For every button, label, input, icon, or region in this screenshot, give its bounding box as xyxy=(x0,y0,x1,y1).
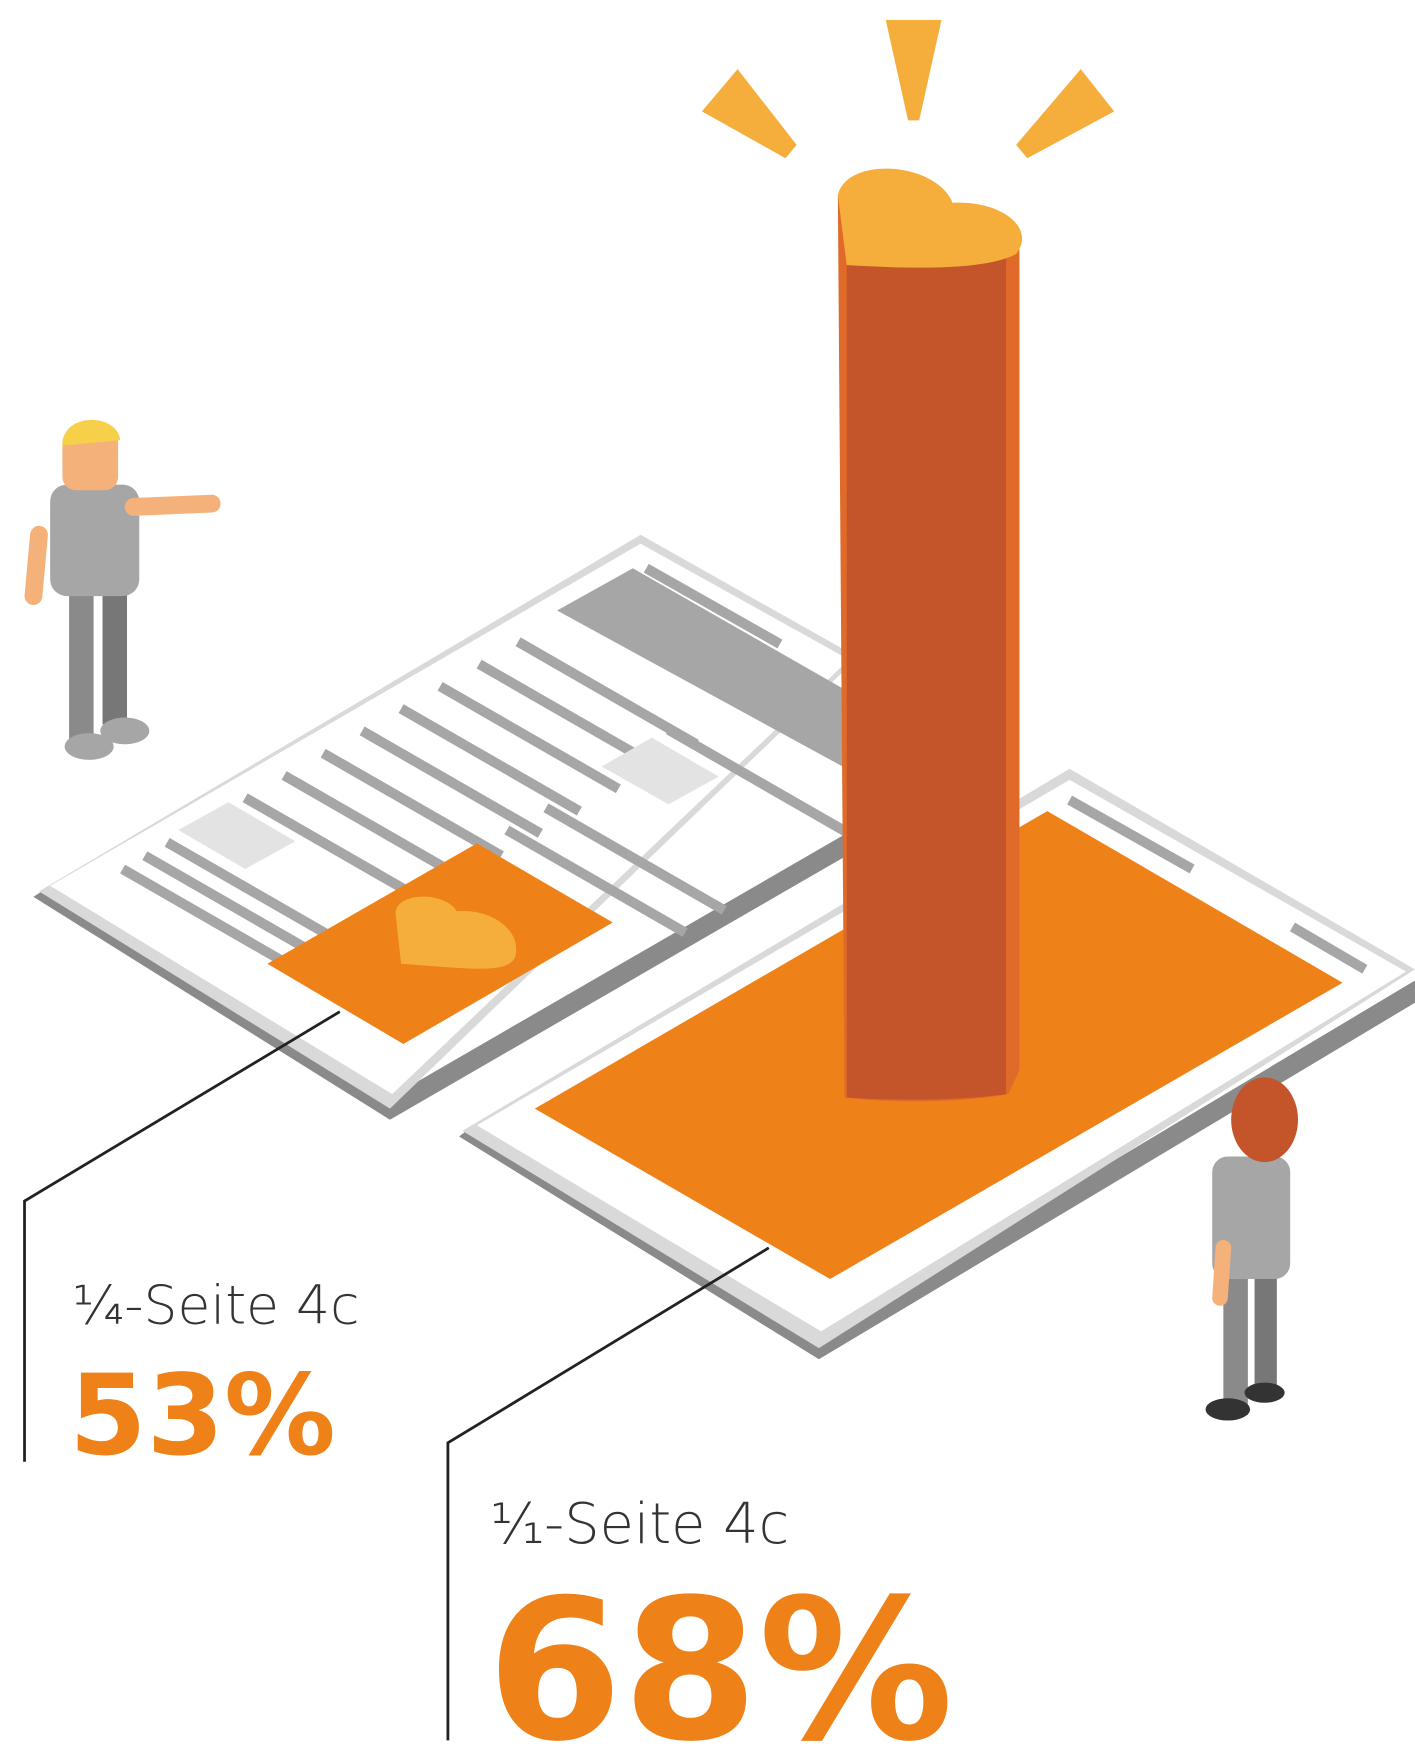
column xyxy=(837,168,1023,1102)
person-left xyxy=(24,419,221,760)
label: ¹⁄₄-Seite 4c xyxy=(72,1274,359,1337)
value: 53% xyxy=(69,1352,336,1481)
person-right xyxy=(1205,1077,1299,1421)
leader-line xyxy=(446,1246,770,1741)
small-newspaper xyxy=(33,534,858,1120)
leader-line xyxy=(23,1010,341,1462)
value: 68% xyxy=(487,1557,954,1747)
label: ¹⁄₁-Seite 4c xyxy=(490,1492,789,1557)
rays xyxy=(701,20,1115,159)
